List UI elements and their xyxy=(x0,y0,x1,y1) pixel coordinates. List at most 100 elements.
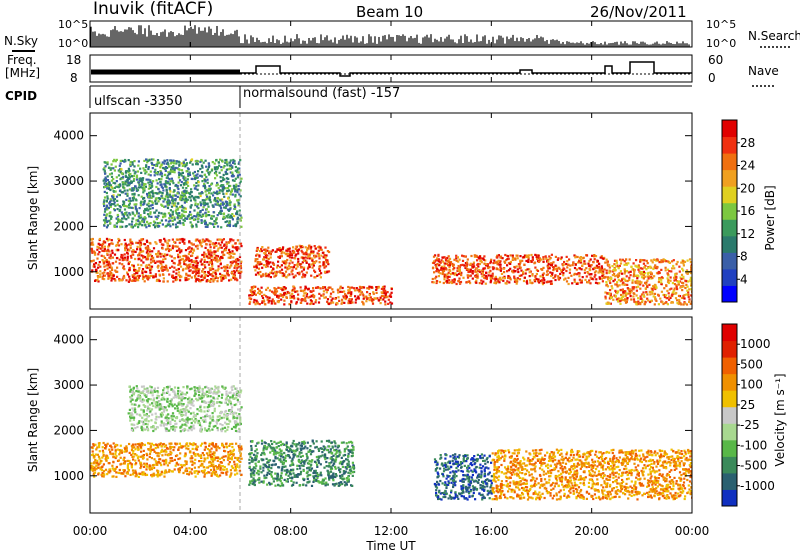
data-cell xyxy=(507,257,510,260)
data-cell xyxy=(640,273,643,276)
cpid-segment-normalsound: normalsound (fast) -157 xyxy=(243,86,400,101)
data-cell xyxy=(184,279,187,282)
data-cell xyxy=(271,298,274,301)
data-cell xyxy=(166,253,169,256)
data-cell xyxy=(234,242,237,245)
data-cell xyxy=(201,452,204,455)
data-cell xyxy=(223,266,226,269)
data-cell xyxy=(118,278,121,281)
data-cell xyxy=(165,188,168,191)
data-cell xyxy=(217,242,220,245)
data-cell xyxy=(114,182,117,185)
data-cell xyxy=(226,264,229,267)
data-cell xyxy=(156,182,159,185)
data-cell xyxy=(167,200,170,203)
data-cell xyxy=(106,224,109,227)
data-cell xyxy=(190,457,193,460)
data-cell xyxy=(303,275,306,278)
data-cell xyxy=(211,264,214,267)
data-cell xyxy=(143,199,146,202)
data-cell xyxy=(215,192,218,195)
data-cell xyxy=(220,241,223,244)
data-cell xyxy=(578,272,581,275)
data-cell xyxy=(312,250,315,253)
data-cell xyxy=(277,286,280,289)
data-cell xyxy=(277,296,280,299)
data-cell xyxy=(184,217,187,220)
data-cell xyxy=(94,268,98,271)
data-cell xyxy=(232,239,235,242)
data-cell xyxy=(367,296,370,300)
data-cell xyxy=(157,254,160,257)
data-cell xyxy=(216,260,219,263)
data-cell xyxy=(120,211,123,214)
data-cell xyxy=(608,266,611,269)
data-cell xyxy=(122,202,126,205)
data-cell xyxy=(291,253,294,257)
data-cell xyxy=(210,273,213,276)
data-cell xyxy=(194,160,197,163)
data-cell xyxy=(284,253,287,256)
data-cell xyxy=(382,289,385,292)
data-cell xyxy=(308,295,311,298)
data-cell xyxy=(138,239,141,242)
data-cell xyxy=(647,277,650,280)
data-cell xyxy=(499,263,502,266)
data-cell xyxy=(446,275,450,278)
data-cell xyxy=(484,259,487,262)
data-cell xyxy=(183,262,186,266)
data-cell xyxy=(199,160,202,163)
data-cell xyxy=(668,298,671,301)
data-cell xyxy=(143,201,146,204)
data-cell xyxy=(219,176,222,179)
data-cell xyxy=(164,219,168,222)
data-cell xyxy=(274,274,277,277)
data-cell xyxy=(611,265,614,268)
data-cell xyxy=(218,191,221,194)
nave-line xyxy=(240,61,692,77)
data-cell xyxy=(256,271,259,274)
data-cell xyxy=(208,214,211,217)
data-cell xyxy=(130,181,133,184)
data-cell xyxy=(108,219,111,222)
data-cell xyxy=(177,267,180,271)
data-cell xyxy=(383,296,386,299)
data-cell xyxy=(184,249,188,252)
data-cell xyxy=(516,254,519,257)
data-cell xyxy=(210,192,213,195)
data-cell xyxy=(112,199,115,202)
data-cell xyxy=(255,265,258,268)
data-cell xyxy=(277,260,280,263)
data-cell xyxy=(621,295,624,298)
data-cell xyxy=(192,260,195,263)
data-cell xyxy=(538,281,541,284)
data-cell xyxy=(519,266,522,269)
data-cell xyxy=(682,262,685,265)
data-cell xyxy=(639,258,642,262)
data-cell xyxy=(202,268,205,271)
data-cell xyxy=(432,266,435,269)
data-cell xyxy=(546,265,549,268)
data-cell xyxy=(630,265,633,268)
data-cell xyxy=(232,274,235,278)
data-cell xyxy=(145,465,149,468)
data-cell xyxy=(128,279,131,282)
data-cell xyxy=(588,264,591,267)
data-cell xyxy=(112,275,115,278)
data-cell xyxy=(323,286,327,289)
data-cell xyxy=(182,222,185,225)
data-cell xyxy=(204,190,207,193)
data-cell xyxy=(624,258,628,261)
data-cell xyxy=(126,214,129,217)
data-cell xyxy=(240,245,243,248)
data-cell xyxy=(579,260,582,263)
data-cell xyxy=(619,258,622,261)
data-cell xyxy=(347,285,350,289)
data-cell xyxy=(102,260,105,263)
data-cell xyxy=(265,273,268,276)
data-cell xyxy=(690,300,692,303)
data-cell xyxy=(374,297,377,300)
data-cell xyxy=(201,464,204,467)
data-cell xyxy=(673,289,676,292)
data-cell xyxy=(224,206,227,210)
